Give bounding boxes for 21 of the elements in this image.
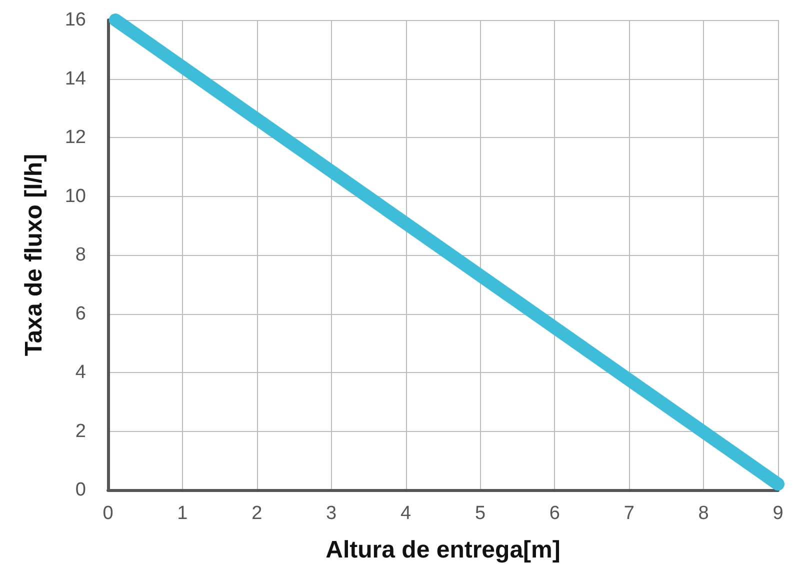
y-tick-label: 10 bbox=[64, 186, 86, 207]
y-tick-label: 2 bbox=[75, 420, 86, 442]
y-tick-label: 0 bbox=[75, 480, 86, 500]
y-tick-label: 8 bbox=[75, 244, 86, 266]
y-axis-title: Taxa de fluxo [l/h] bbox=[20, 154, 48, 356]
y-tick-label: 16 bbox=[64, 10, 86, 30]
x-tick-label: 9 bbox=[772, 503, 784, 524]
x-tick-label: 0 bbox=[102, 503, 114, 524]
x-tick-label: 5 bbox=[474, 503, 486, 524]
x-tick-label: 8 bbox=[698, 503, 709, 524]
x-tick-label: 6 bbox=[549, 503, 560, 524]
x-tick-label: 4 bbox=[400, 503, 412, 524]
x-tick-label: 1 bbox=[177, 503, 188, 524]
y-tick-label: 14 bbox=[64, 68, 86, 90]
y-tick-label: 4 bbox=[75, 362, 86, 383]
x-tick-label: 3 bbox=[326, 503, 337, 524]
y-tick-label: 12 bbox=[64, 127, 86, 148]
y-tick-label: 6 bbox=[75, 303, 86, 324]
x-tick-label: 2 bbox=[252, 503, 262, 524]
x-axis-title: Altura de entrega[m] bbox=[326, 536, 560, 564]
x-tick-label: 7 bbox=[624, 503, 634, 524]
